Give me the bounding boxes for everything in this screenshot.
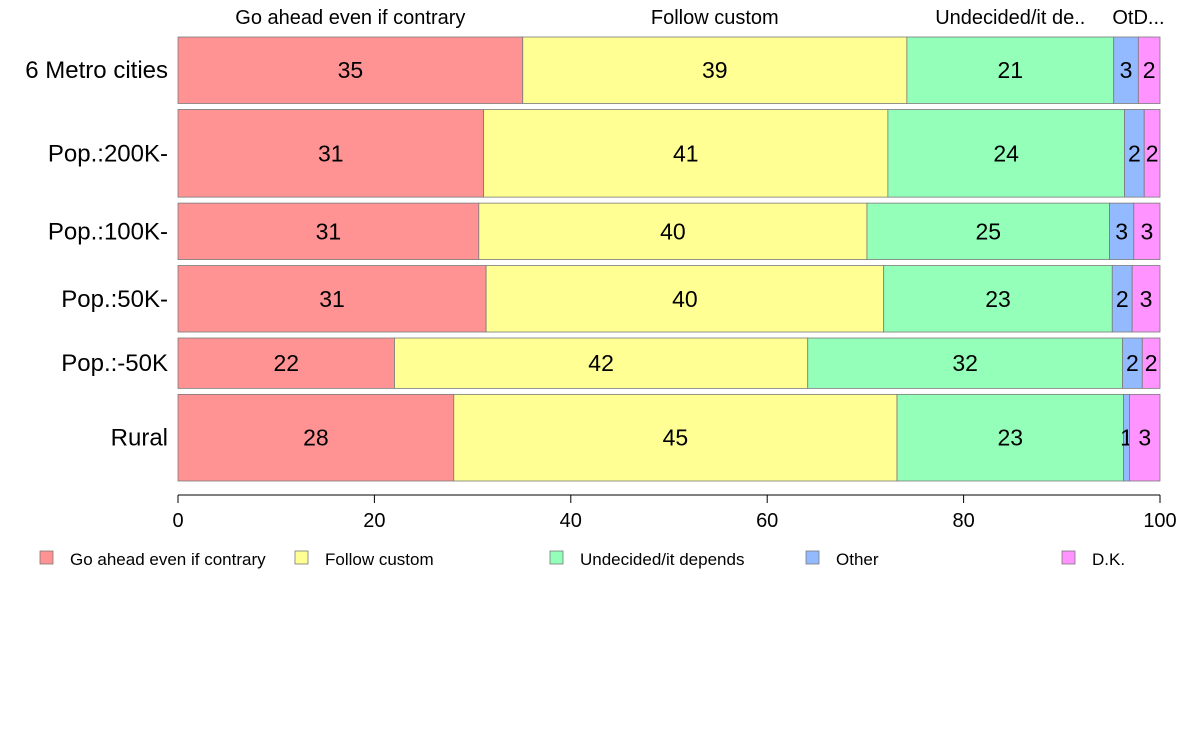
bar-segment [1141, 337, 1161, 389]
x-tick-label: 60 [756, 510, 778, 532]
legend-label: D.K. [1092, 550, 1125, 569]
data-label: 3 [1141, 218, 1154, 244]
bar-segment [1129, 393, 1161, 482]
bar-segment [177, 393, 455, 482]
data-label: 2 [1145, 350, 1158, 376]
x-tick-label: 20 [363, 510, 385, 532]
data-label: 40 [672, 286, 698, 312]
x-tick-label: 100 [1143, 510, 1176, 532]
bar-segment [887, 109, 1125, 198]
top-series-label: Go ahead even if contrary [235, 7, 465, 29]
category-label: Pop.:100K- [48, 218, 168, 245]
bar-segment [896, 393, 1124, 482]
top-series-label: Undecided/it de.. [935, 7, 1085, 29]
data-label: 21 [997, 57, 1023, 83]
data-label: 3 [1138, 425, 1151, 451]
data-label: 2 [1146, 140, 1159, 166]
data-label: 35 [338, 57, 364, 83]
legend-swatch [39, 550, 54, 565]
bar-segment [807, 337, 1124, 389]
legend-label: Go ahead even if contrary [70, 550, 266, 569]
bar-segment [177, 109, 485, 198]
bar-segment [177, 337, 395, 389]
category-label: 6 Metro cities [25, 57, 168, 84]
category-label: Rural [111, 425, 168, 452]
bar-segment [177, 36, 524, 104]
top-series-label: Ot [1112, 7, 1134, 29]
data-label: 2 [1126, 350, 1139, 376]
data-label: 45 [663, 425, 689, 451]
x-tick-label: 80 [952, 510, 974, 532]
top-series-labels: Go ahead even if contrary Follow custom Un… [235, 7, 1164, 29]
bar-segment [1131, 265, 1161, 333]
bar-segment [478, 202, 868, 260]
legend-swatch [294, 550, 309, 565]
data-label: 39 [702, 57, 728, 83]
bar-segment [485, 265, 885, 333]
data-label: 24 [993, 140, 1019, 166]
legend-label: Other [836, 550, 879, 569]
data-label: 3 [1115, 218, 1128, 244]
x-tick-label: 40 [560, 510, 582, 532]
bar-segment [394, 337, 809, 389]
data-label: 31 [318, 140, 344, 166]
x-tick-label: 0 [172, 510, 183, 532]
data-label: 2 [1143, 57, 1156, 83]
data-label: 23 [985, 286, 1011, 312]
bars-area: 35 39 21 3 231 41 24 2 231 40 25 3 331 40 23 2 322 42 32 2 2… [177, 36, 1161, 482]
bar-segment [177, 265, 487, 333]
category-label: Pop.:-50K [61, 350, 168, 377]
legend-swatch [805, 550, 820, 565]
data-label: 3 [1140, 286, 1153, 312]
data-label: 31 [316, 218, 342, 244]
bar-segment [1109, 202, 1135, 260]
legend-swatch [1061, 550, 1076, 565]
legend: Go ahead even if contrary Follow custom Un… [39, 550, 1125, 569]
legend-label: Follow custom [325, 550, 434, 569]
data-label: 32 [952, 350, 978, 376]
data-label: 2 [1116, 286, 1129, 312]
bar-segment [1143, 109, 1161, 198]
data-label: 40 [660, 218, 686, 244]
bar-segment [453, 393, 898, 482]
data-label: 23 [997, 425, 1023, 451]
bar-segment [483, 109, 889, 198]
x-axis: 0 20 40 60 80 100 [172, 494, 1177, 532]
top-series-label: Follow custom [651, 7, 779, 29]
category-label: Pop.:200K- [48, 140, 168, 167]
data-label: 25 [975, 218, 1001, 244]
bar-segment [906, 36, 1115, 104]
bar-segment [1133, 202, 1161, 260]
data-label: 2 [1128, 140, 1141, 166]
bar-segment [522, 36, 908, 104]
data-label: 42 [588, 350, 614, 376]
data-label: 3 [1120, 57, 1133, 83]
data-label: 28 [303, 425, 329, 451]
bar-segment [1137, 36, 1161, 104]
bar-segment [866, 202, 1110, 260]
data-label: 31 [319, 286, 345, 312]
legend-label: Undecided/it depends [580, 550, 744, 569]
bar-segment [177, 202, 480, 260]
category-label: Pop.:50K- [61, 286, 168, 313]
legend-swatch [549, 550, 564, 565]
data-label: 41 [673, 140, 699, 166]
top-series-label: D... [1133, 7, 1164, 29]
data-label: 22 [273, 350, 299, 376]
bar-segment [883, 265, 1113, 333]
category-labels: 6 Metro cities Pop.:200K- Pop.:100K- Pop.:5… [25, 57, 168, 451]
